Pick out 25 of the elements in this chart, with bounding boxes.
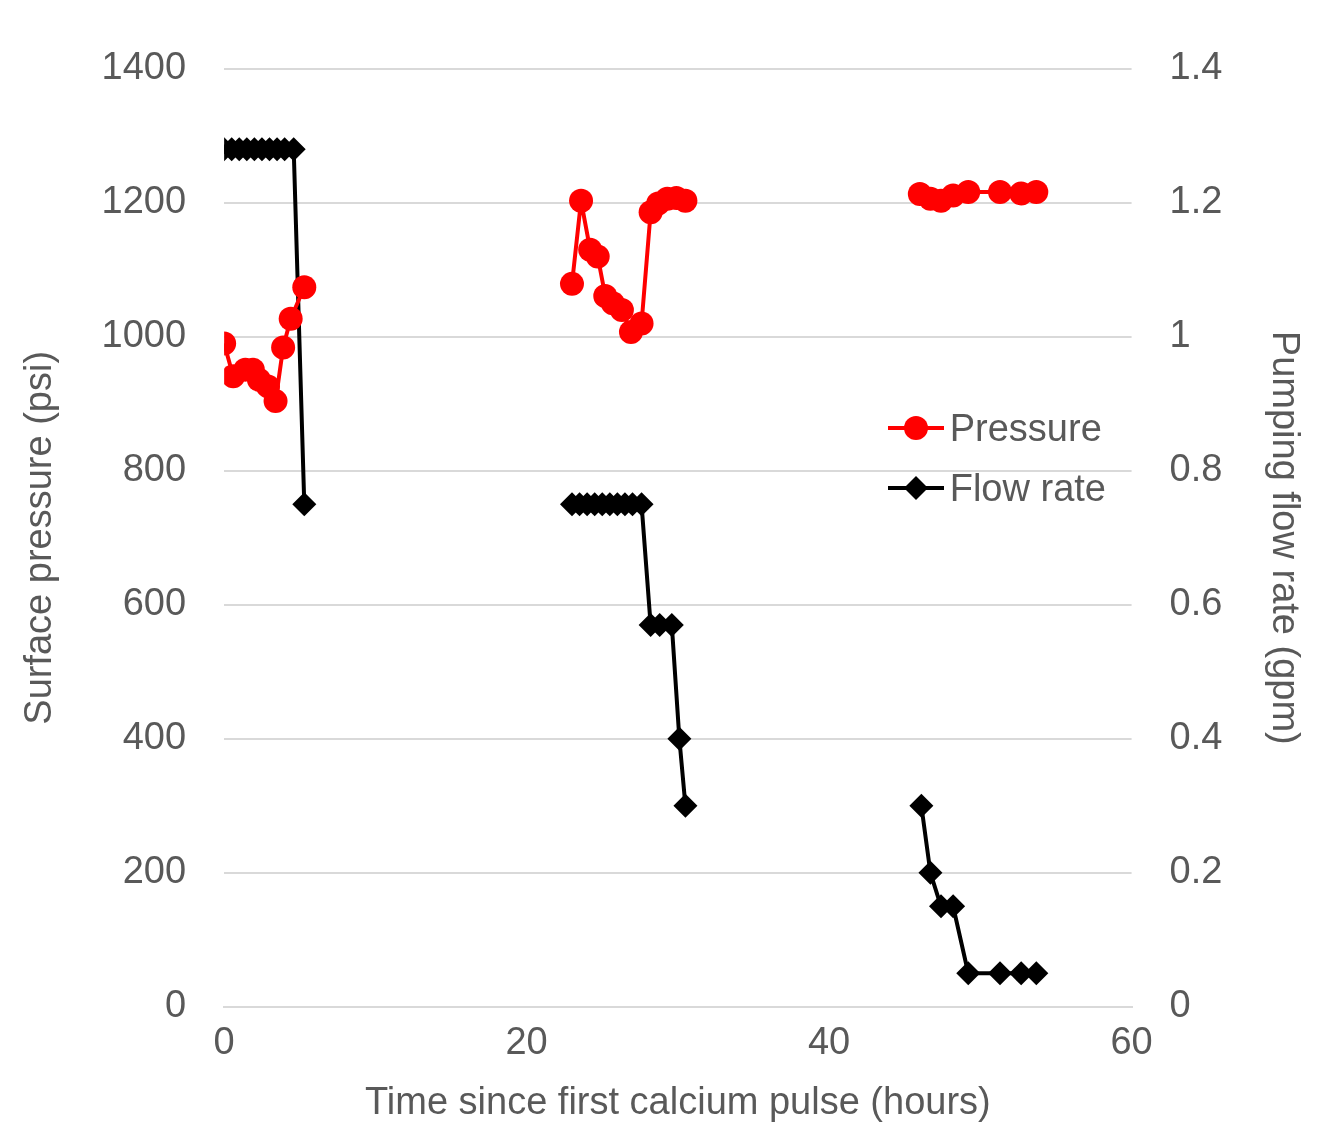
y2-tick-label: 1.2 [1169, 179, 1223, 222]
y2-tick-label: 0.4 [1169, 715, 1223, 758]
x-tick-label: 20 [505, 1020, 548, 1063]
y2-tick-label: 0.8 [1169, 447, 1223, 490]
y-tick-label: 600 [122, 581, 187, 624]
y-tick-label: 0 [164, 983, 187, 1026]
y2-tick-label: 0.6 [1169, 581, 1223, 624]
legend-label: Pressure [949, 406, 1102, 451]
y-tick-label: 1200 [101, 179, 187, 222]
y-tick-label: 200 [122, 849, 187, 892]
y2-tick-label: 0.2 [1169, 849, 1223, 892]
y2-tick-label: 1.4 [1169, 45, 1223, 88]
y-tick-label: 1000 [101, 313, 187, 356]
y-axis-title: Surface pressure (psi) [17, 350, 60, 725]
y2-tick-label: 1 [1169, 313, 1191, 356]
y-tick-label: 800 [122, 447, 187, 490]
legend-label: Flow rate [949, 466, 1106, 511]
x-axis-title: Time since first calcium pulse (hours) [364, 1079, 991, 1122]
x-tick-label: 60 [1110, 1020, 1153, 1063]
y-tick-label: 400 [122, 715, 187, 758]
y2-axis-title: Pumping flow rate (gpm) [1264, 330, 1307, 745]
x-tick-label: 40 [807, 1020, 851, 1063]
y-tick-label: 1400 [101, 45, 187, 88]
y2-tick-label: 0 [1169, 983, 1191, 1026]
x-tick-label: 0 [213, 1020, 235, 1063]
